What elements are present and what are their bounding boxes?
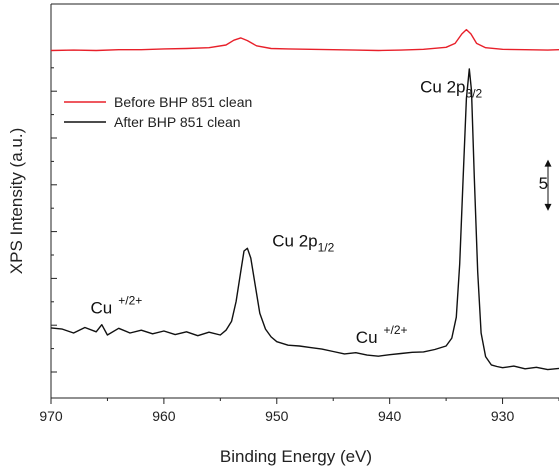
y-axis-ticks	[51, 67, 57, 373]
series-layer	[50, 28, 559, 371]
x-tick-label: 970	[39, 408, 63, 424]
peak-annotation: Cu +/2+	[91, 293, 143, 317]
legend: Before BHP 851 clean After BHP 851 clean	[64, 94, 252, 130]
legend-label-after: After BHP 851 clean	[114, 114, 241, 130]
x-tick-label: 960	[152, 408, 176, 424]
plot-frame	[50, 3, 559, 399]
x-axis-ticks: 970 960 950 940 930	[39, 398, 559, 424]
peak-annotation: Cu 2p1/2	[272, 231, 334, 254]
scale-bar-arrow-down	[544, 203, 552, 211]
peak-annotation: Cu 2p3/2	[420, 78, 482, 101]
x-tick-label: 930	[491, 408, 515, 424]
scale-bar	[544, 159, 552, 211]
series-before-clean	[50, 28, 559, 52]
x-tick-label: 950	[265, 408, 289, 424]
peak-annotations: Cu +/2+ Cu 2p1/2 Cu +/2+ Cu 2p3/2 5	[91, 78, 549, 347]
y-axis-title: XPS Intensity (a.u.)	[7, 128, 26, 274]
x-tick-label: 940	[378, 408, 402, 424]
scale-bar-arrow-up	[544, 159, 552, 167]
peak-annotation: Cu +/2+	[356, 323, 408, 347]
legend-label-before: Before BHP 851 clean	[114, 94, 252, 110]
series-after-clean	[50, 68, 559, 371]
peak-annotation: 5	[539, 174, 548, 193]
x-axis-title: Binding Energy (eV)	[220, 447, 372, 466]
